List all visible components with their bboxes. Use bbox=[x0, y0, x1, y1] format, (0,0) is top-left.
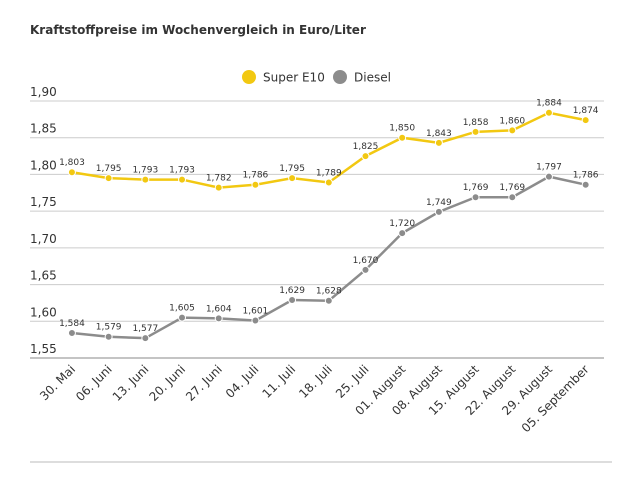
data-label: 1,749 bbox=[426, 198, 452, 208]
data-label: 1,795 bbox=[279, 164, 305, 174]
data-point bbox=[67, 329, 76, 338]
data-label: 1,789 bbox=[316, 169, 342, 179]
data-point bbox=[544, 172, 553, 181]
legend-label: Diesel bbox=[354, 71, 391, 85]
y-tick-label: 1,65 bbox=[30, 269, 57, 283]
y-tick-label: 1,75 bbox=[30, 195, 57, 209]
y-tick-label: 1,55 bbox=[30, 342, 57, 356]
x-tick-label: 04. Juli bbox=[223, 362, 262, 401]
data-label: 1,579 bbox=[96, 323, 122, 333]
data-point bbox=[398, 229, 407, 238]
data-label: 1,601 bbox=[243, 307, 269, 317]
data-point bbox=[581, 180, 590, 189]
x-tick-label: 30. Mai bbox=[37, 362, 78, 403]
data-label: 1,850 bbox=[389, 124, 415, 134]
legend-label: Super E10 bbox=[263, 71, 325, 85]
data-label: 1,786 bbox=[243, 171, 269, 181]
chart-title: Kraftstoffpreise im Wochenvergleich in E… bbox=[30, 23, 366, 37]
data-point bbox=[434, 207, 443, 216]
data-point bbox=[361, 265, 370, 274]
data-point bbox=[471, 193, 480, 202]
data-label: 1,604 bbox=[206, 304, 232, 314]
data-point bbox=[398, 133, 407, 142]
data-point bbox=[67, 168, 76, 177]
x-tick-label: 13. Juni bbox=[110, 362, 152, 404]
data-point bbox=[214, 183, 223, 192]
data-label: 1,628 bbox=[316, 287, 342, 297]
data-point bbox=[178, 313, 187, 322]
data-label: 1,795 bbox=[96, 164, 122, 174]
data-point bbox=[251, 180, 260, 189]
data-label: 1,860 bbox=[499, 116, 525, 126]
data-point bbox=[508, 126, 517, 135]
x-tick-label: 18. Juli bbox=[296, 362, 335, 401]
data-point bbox=[434, 138, 443, 147]
data-point bbox=[324, 296, 333, 305]
x-tick-label: 11. Juli bbox=[260, 362, 299, 401]
data-point bbox=[104, 174, 113, 183]
data-point bbox=[361, 152, 370, 161]
data-label: 1,769 bbox=[499, 183, 525, 193]
data-point bbox=[141, 175, 150, 184]
y-tick-label: 1,60 bbox=[30, 305, 57, 319]
data-point bbox=[471, 127, 480, 136]
data-label: 1,843 bbox=[426, 129, 452, 139]
data-label: 1,858 bbox=[463, 118, 489, 128]
data-label: 1,884 bbox=[536, 99, 562, 109]
y-tick-label: 1,70 bbox=[30, 232, 57, 246]
data-label: 1,797 bbox=[536, 163, 562, 173]
data-point bbox=[581, 116, 590, 125]
data-point bbox=[288, 295, 297, 304]
data-point bbox=[178, 175, 187, 184]
data-point bbox=[508, 193, 517, 202]
data-point bbox=[544, 108, 553, 117]
data-label: 1,803 bbox=[59, 158, 85, 168]
data-label: 1,605 bbox=[169, 304, 195, 314]
data-point bbox=[288, 174, 297, 183]
data-label: 1,577 bbox=[132, 324, 158, 334]
data-point bbox=[104, 332, 113, 341]
y-tick-label: 1,90 bbox=[30, 85, 57, 99]
data-label: 1,825 bbox=[353, 142, 379, 152]
data-point bbox=[214, 314, 223, 323]
x-tick-label: 05. September bbox=[519, 362, 592, 435]
data-point bbox=[141, 334, 150, 343]
x-tick-label: 27. Juni bbox=[183, 362, 225, 404]
data-label: 1,769 bbox=[463, 183, 489, 193]
data-point bbox=[324, 178, 333, 187]
data-label: 1,629 bbox=[279, 286, 305, 296]
data-label: 1,874 bbox=[573, 106, 599, 116]
data-label: 1,584 bbox=[59, 319, 85, 329]
data-label: 1,782 bbox=[206, 174, 232, 184]
x-tick-label: 06. Juni bbox=[73, 362, 115, 404]
data-label: 1,793 bbox=[169, 166, 195, 176]
data-label: 1,793 bbox=[132, 166, 158, 176]
series-line bbox=[71, 175, 586, 340]
data-point bbox=[251, 316, 260, 325]
data-label: 1,720 bbox=[389, 219, 415, 229]
data-label: 1,670 bbox=[353, 256, 379, 266]
y-tick-label: 1,85 bbox=[30, 122, 57, 136]
legend-marker bbox=[333, 70, 347, 84]
legend-marker bbox=[242, 70, 256, 84]
data-label: 1,786 bbox=[573, 171, 599, 181]
x-tick-label: 20. Juni bbox=[146, 362, 188, 404]
y-tick-label: 1,80 bbox=[30, 158, 57, 172]
